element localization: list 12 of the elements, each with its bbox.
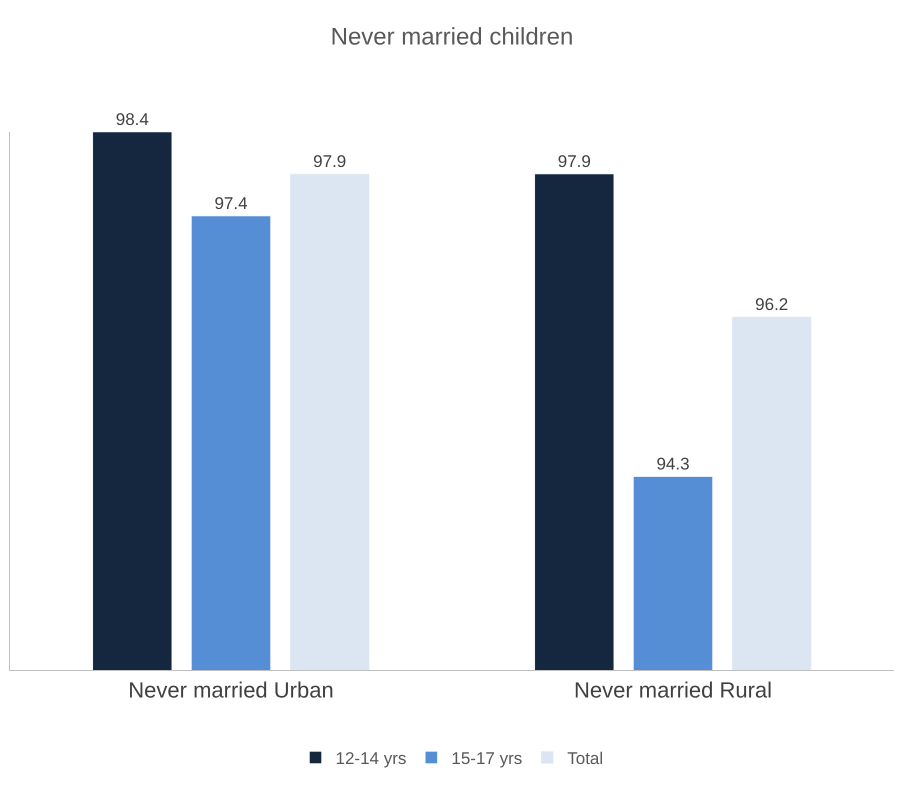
data-label: 96.2 bbox=[755, 294, 788, 314]
data-label: 97.9 bbox=[558, 152, 591, 172]
x-tick-label: Never married Rural bbox=[574, 677, 772, 702]
data-label: 97.9 bbox=[313, 152, 346, 172]
data-label: 94.3 bbox=[656, 454, 690, 474]
data-label: 98.4 bbox=[116, 110, 149, 129]
legend-label: Total bbox=[567, 749, 604, 768]
data-label: 97.4 bbox=[214, 194, 248, 214]
legend-label: 12-14 yrs bbox=[336, 749, 406, 768]
chart-title: Never married children bbox=[330, 23, 574, 50]
legend-label: 15-17 yrs bbox=[451, 749, 522, 768]
x-tick-label: Never married Urban bbox=[128, 677, 334, 702]
